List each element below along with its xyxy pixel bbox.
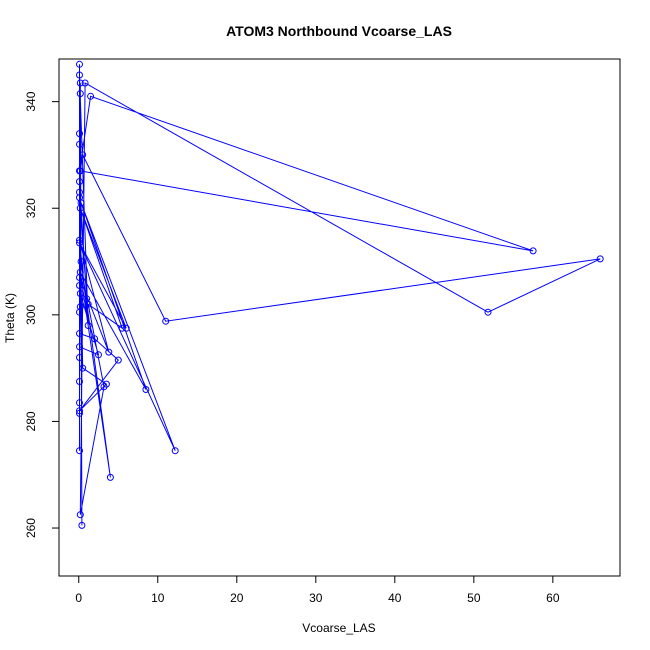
data-point	[76, 282, 83, 289]
x-tick-label: 10	[151, 591, 165, 605]
data-point	[76, 167, 84, 175]
data-point	[84, 322, 92, 329]
data-point	[76, 330, 83, 337]
data-point	[76, 71, 83, 79]
y-tick-label: 260	[24, 518, 38, 538]
data-point	[76, 303, 84, 311]
data-point	[162, 317, 170, 325]
data-point	[76, 409, 83, 417]
data-point	[79, 151, 87, 159]
data-point	[76, 511, 84, 519]
data-point	[171, 447, 179, 455]
data-point	[76, 90, 84, 98]
data-point	[76, 343, 83, 351]
data-point	[102, 380, 110, 388]
data-point	[122, 324, 130, 332]
data-point	[118, 324, 126, 332]
data-point	[77, 258, 85, 265]
data-point	[95, 351, 102, 359]
data-point	[76, 130, 83, 138]
data-point	[78, 521, 86, 529]
data-point	[106, 473, 114, 481]
data-point	[114, 356, 122, 364]
y-tick-label: 280	[24, 411, 38, 431]
data-point	[79, 364, 87, 372]
y-tick-label: 320	[24, 198, 38, 218]
y-axis: 260 280 300 320 340	[24, 91, 60, 538]
data-point	[76, 178, 83, 186]
data-point	[76, 399, 83, 407]
data-point	[76, 354, 83, 361]
x-axis: 0 10 20 30 40 50 60	[75, 575, 560, 605]
data-point	[76, 239, 83, 247]
data-point	[76, 447, 83, 455]
data-point	[142, 386, 150, 393]
series-line	[79, 64, 601, 526]
y-tick-label: 340	[24, 91, 38, 111]
data-point	[76, 140, 83, 148]
y-tick-label: 300	[24, 305, 38, 325]
data-point	[83, 295, 91, 303]
y-axis-label: Theta (K)	[3, 293, 17, 343]
data-point	[76, 308, 83, 316]
x-tick-label: 40	[388, 591, 402, 605]
data-point	[76, 188, 83, 196]
data-point	[76, 378, 83, 385]
data-point	[76, 407, 83, 415]
x-tick-label: 60	[546, 591, 560, 605]
x-tick-label: 0	[75, 591, 82, 605]
x-axis-label: Vcoarse_LAS	[302, 621, 375, 635]
series-layer	[76, 60, 604, 529]
data-point	[76, 60, 83, 68]
x-tick-label: 20	[230, 591, 244, 605]
data-point	[596, 255, 604, 263]
data-point	[76, 79, 84, 87]
x-tick-label: 30	[309, 591, 323, 605]
x-tick-label: 50	[467, 591, 481, 605]
data-point	[76, 236, 83, 244]
data-point	[87, 92, 95, 100]
data-point	[529, 247, 537, 255]
data-point	[76, 204, 84, 212]
data-point	[76, 290, 84, 297]
chart-title: ATOM3 Northbound Vcoarse_LAS	[226, 23, 452, 39]
data-point	[484, 308, 492, 316]
data-point	[91, 335, 99, 343]
data-point	[81, 79, 89, 87]
data-point	[76, 194, 83, 202]
data-point	[76, 268, 84, 276]
data-point	[105, 348, 113, 356]
data-point	[76, 274, 83, 281]
